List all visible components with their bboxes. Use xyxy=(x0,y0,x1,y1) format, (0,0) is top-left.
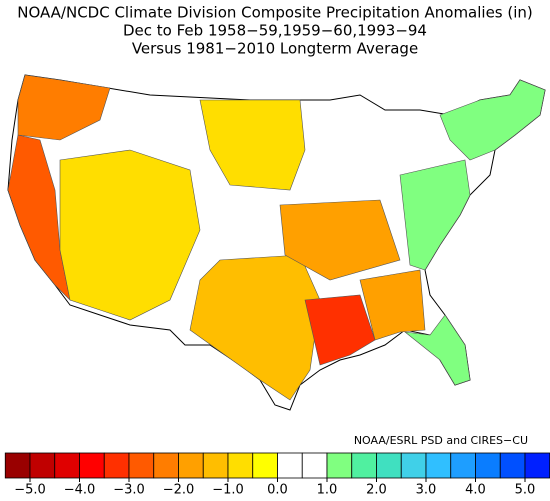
colorbar-swatch xyxy=(376,452,402,479)
climate-region xyxy=(17,74,111,141)
colorbar-tick-label: −1.0 xyxy=(212,483,244,498)
colorbar-tick-label: 1.0 xyxy=(317,483,338,498)
title-line: NOAA/NCDC Climate Division Composite Pre… xyxy=(17,4,533,22)
colorbar-tick-label: −5.0 xyxy=(14,483,46,498)
colorbar-swatch xyxy=(475,452,501,479)
climate-region xyxy=(279,199,401,281)
colorbar-tick-label: −4.0 xyxy=(64,483,96,498)
colorbar-swatch xyxy=(524,452,550,479)
colorbar-tick-label: 5.0 xyxy=(515,483,536,498)
colorbar-swatch xyxy=(153,452,179,479)
colorbar-tick-label: 4.0 xyxy=(465,483,486,498)
climate-region xyxy=(7,134,71,301)
colorbar-swatch xyxy=(400,452,427,479)
colorbar-swatch xyxy=(450,452,476,479)
climate-region xyxy=(189,254,321,401)
colorbar-swatch xyxy=(326,452,353,479)
colorbar-tick-label: −2.0 xyxy=(163,483,195,498)
title-line: Dec to Feb 1958−59,1959−60,1993−94 xyxy=(123,22,427,40)
colorbar-swatch xyxy=(54,452,80,479)
colorbar-swatch xyxy=(178,452,204,479)
climate-region xyxy=(439,79,546,161)
colorbar-swatch xyxy=(301,452,328,479)
colorbar-swatch xyxy=(29,452,56,479)
colorbar-tick-label: 2.0 xyxy=(366,483,387,498)
colorbar-swatch xyxy=(4,452,31,479)
climate-region xyxy=(359,269,426,341)
colorbar-swatch xyxy=(499,452,526,479)
colorbar-swatch xyxy=(277,452,303,479)
climate-region xyxy=(399,159,471,271)
colorbar-swatch xyxy=(128,452,155,479)
colorbar-swatch xyxy=(79,452,105,479)
credit: NOAA/ESRL PSD and CIRES−CU xyxy=(354,434,528,447)
colorbar-swatch xyxy=(351,452,377,479)
colorbar-swatch xyxy=(103,452,130,479)
colorbar-swatch xyxy=(252,452,278,479)
climate-region xyxy=(304,294,376,366)
colorbar-swatch xyxy=(425,452,452,479)
colorbar-tick-label: 3.0 xyxy=(416,483,437,498)
colorbar-swatch xyxy=(227,452,254,479)
colorbar-swatch xyxy=(202,452,229,479)
colorbar-tick-label: 0.0 xyxy=(267,483,288,498)
climate-region xyxy=(199,99,306,191)
climate-region xyxy=(403,314,471,386)
title-line: Versus 1981−2010 Longterm Average xyxy=(132,40,418,58)
climate-region xyxy=(59,149,201,321)
colorbar-tick-label: −3.0 xyxy=(113,483,145,498)
